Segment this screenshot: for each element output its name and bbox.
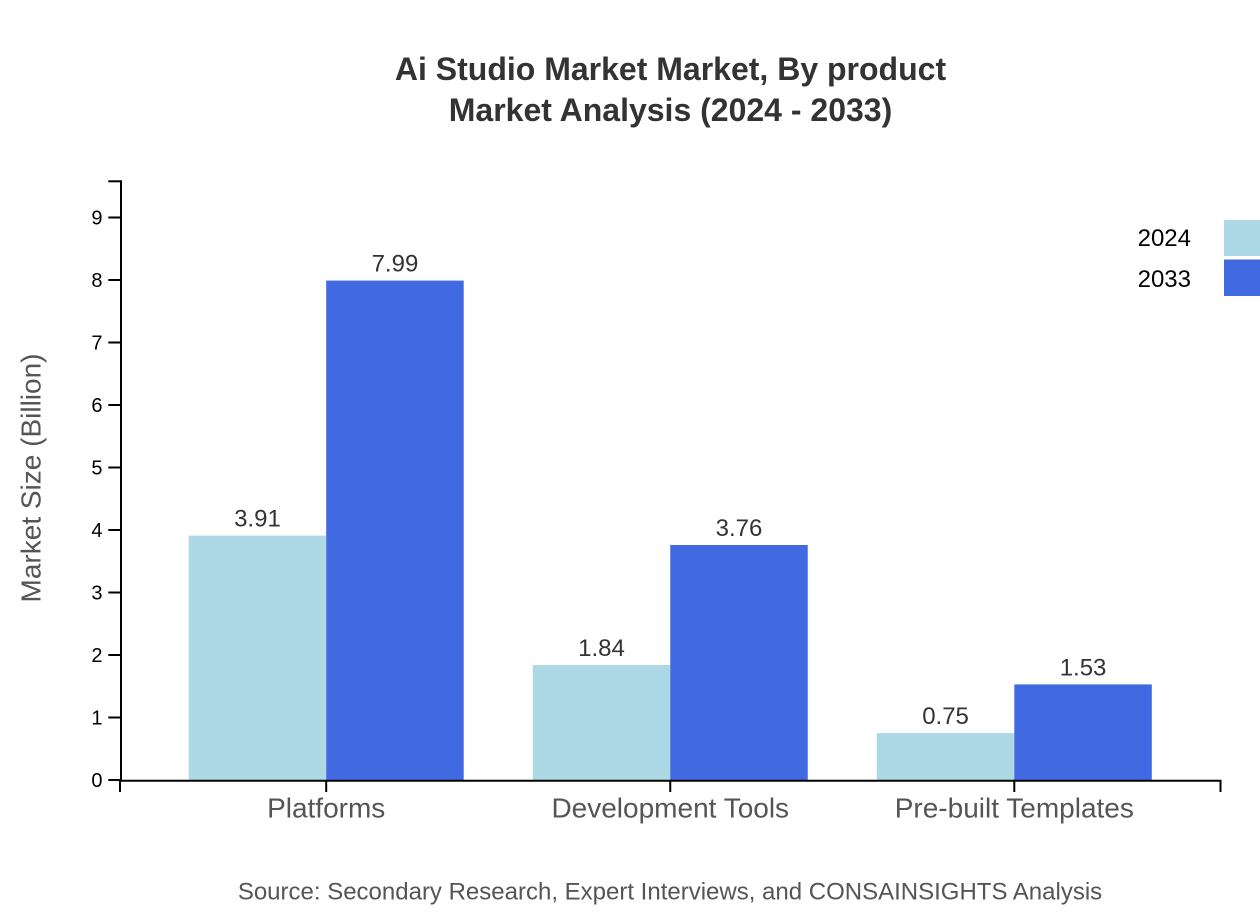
- svg-text:7: 7: [91, 333, 102, 355]
- svg-text:8: 8: [91, 270, 102, 292]
- svg-text:Source: Secondary Research, Ex: Source: Secondary Research, Expert Inter…: [238, 879, 1102, 906]
- svg-text:1.53: 1.53: [1060, 654, 1107, 681]
- svg-text:1: 1: [91, 708, 102, 730]
- svg-text:2024: 2024: [1138, 225, 1191, 252]
- svg-text:Platforms: Platforms: [267, 792, 385, 823]
- svg-text:7.99: 7.99: [372, 251, 419, 278]
- svg-text:2: 2: [91, 645, 102, 667]
- svg-text:Pre-built Templates: Pre-built Templates: [895, 792, 1134, 823]
- svg-text:0: 0: [91, 770, 102, 792]
- svg-text:0.75: 0.75: [922, 703, 969, 730]
- svg-text:9: 9: [91, 208, 102, 230]
- svg-text:1.84: 1.84: [578, 635, 625, 662]
- svg-text:Ai Studio Market Market, By pr: Ai Studio Market Market, By product: [395, 51, 947, 87]
- svg-text:Development Tools: Development Tools: [551, 792, 789, 823]
- svg-text:3.91: 3.91: [234, 506, 281, 533]
- svg-text:Market Size (Billion): Market Size (Billion): [16, 354, 47, 603]
- svg-text:2033: 2033: [1138, 266, 1191, 293]
- svg-text:5: 5: [91, 458, 102, 480]
- svg-text:4: 4: [91, 520, 102, 542]
- svg-text:3: 3: [91, 583, 102, 605]
- svg-text:6: 6: [91, 395, 102, 417]
- svg-text:Market Analysis (2024 - 2033): Market Analysis (2024 - 2033): [449, 92, 893, 128]
- svg-text:3.76: 3.76: [716, 515, 763, 542]
